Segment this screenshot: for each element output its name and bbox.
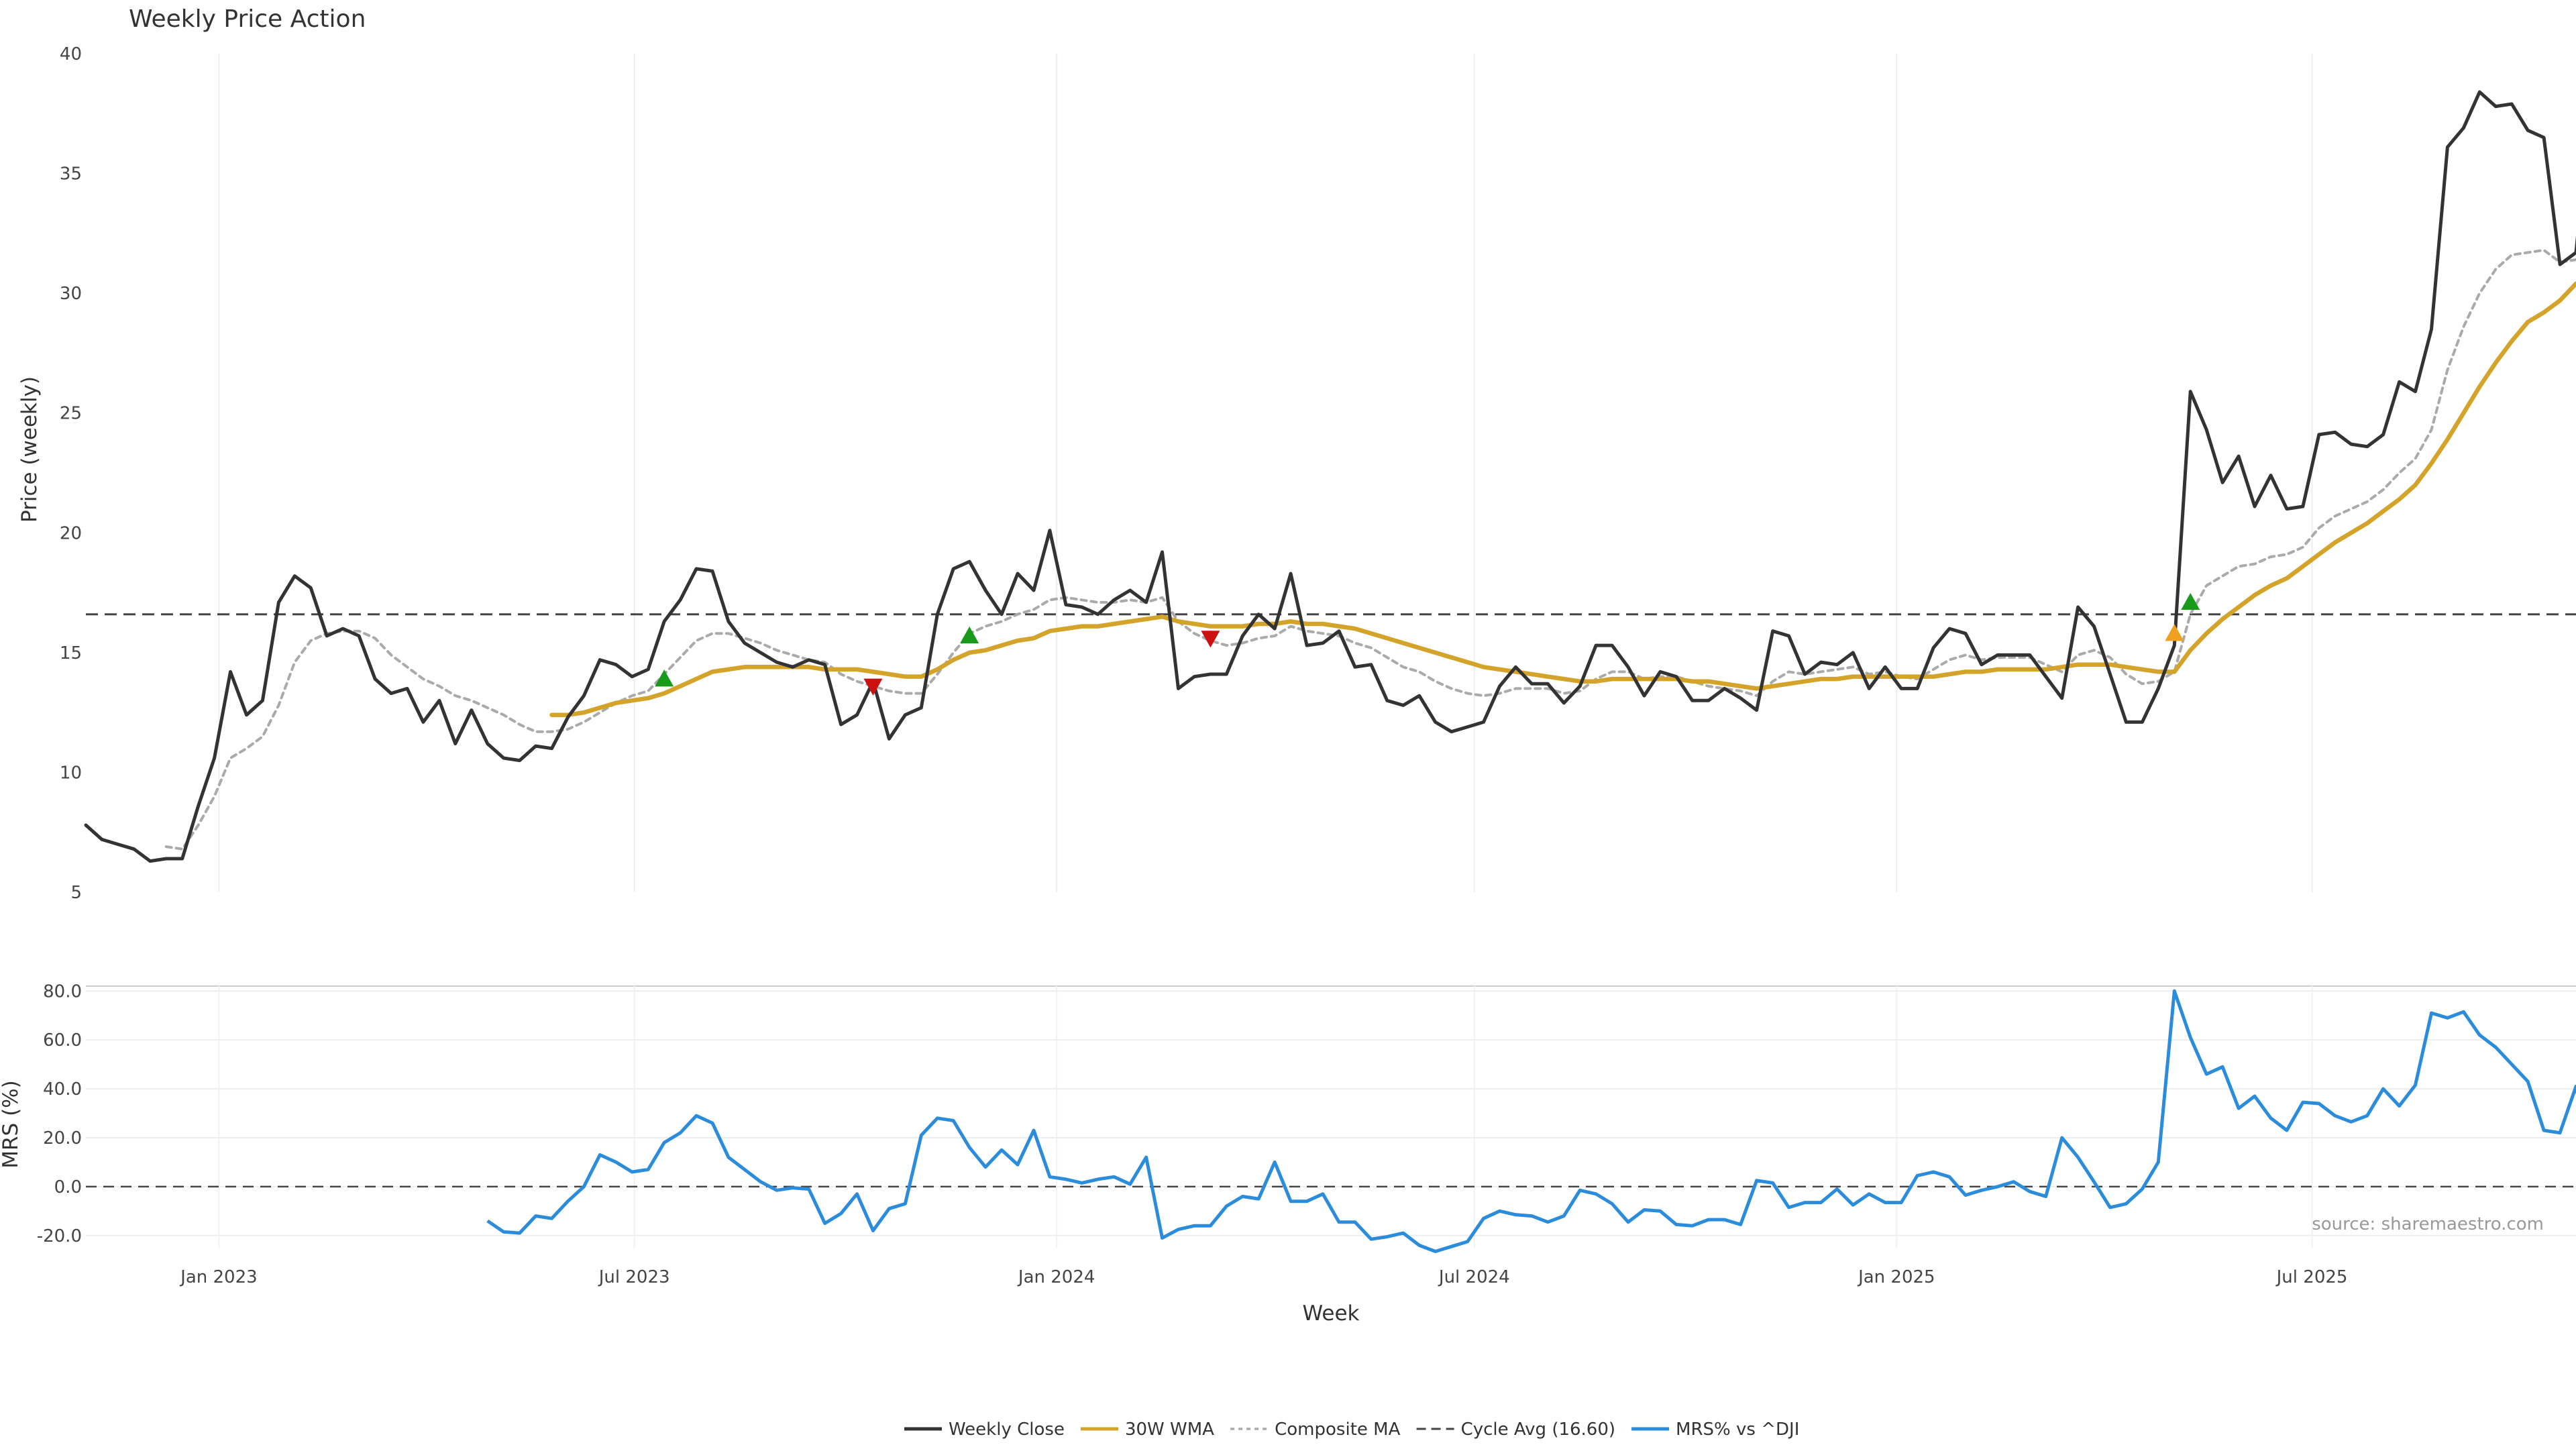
x-tick-label: Jul 2024 xyxy=(1438,1267,1510,1287)
legend-item-composite: Composite MA xyxy=(1230,1419,1401,1440)
legend-item-cycle: Cycle Avg (16.60) xyxy=(1416,1419,1615,1440)
price-y-tick-label: 10 xyxy=(60,763,82,783)
series-line-mrs xyxy=(486,989,2576,1253)
mrs-series xyxy=(486,989,2576,1253)
source-text: source: sharemaestro.com xyxy=(2312,1214,2544,1234)
price-y-tick-label: 15 xyxy=(60,643,82,663)
x-tick-label: Jan 2024 xyxy=(1017,1267,1095,1287)
mrs-y-axis-label: MRS (%) xyxy=(0,1080,23,1168)
mrs-y-ticks: -20.0 0.0 20.0 40.0 60.0 80.0 xyxy=(37,981,82,1246)
series-line-composite xyxy=(164,248,2576,851)
x-tick-label: Jul 2023 xyxy=(598,1267,670,1287)
mrs-y-tick-label: 20.0 xyxy=(43,1128,82,1148)
signal-markers xyxy=(655,592,2200,696)
x-tick-label: Jan 2023 xyxy=(179,1267,258,1287)
signal-marker-up xyxy=(2181,592,2200,610)
legend-label: Composite MA xyxy=(1275,1419,1400,1440)
signal-marker-orange xyxy=(2165,624,2184,641)
legend-item-wma: 30W WMA xyxy=(1080,1419,1214,1440)
series-line-close xyxy=(84,90,2576,863)
price-y-tick-label: 20 xyxy=(60,523,82,543)
signal-marker-up xyxy=(960,626,979,644)
price-y-tick-label: 40 xyxy=(60,44,82,64)
x-axis-label: Week xyxy=(1303,1301,1360,1326)
price-y-ticks: 5 10 15 20 25 30 35 40 xyxy=(60,44,82,903)
legend-label: Cycle Avg (16.60) xyxy=(1461,1419,1615,1440)
mrs-y-tick-label: 60.0 xyxy=(43,1030,82,1051)
chart-title: Weekly Price Action xyxy=(129,5,366,33)
legend-item-close: Weekly Close xyxy=(904,1419,1065,1440)
price-y-tick-label: 25 xyxy=(60,404,82,424)
mrs-y-tick-label: -20.0 xyxy=(37,1226,82,1246)
mrs-y-tick-label: 40.0 xyxy=(43,1079,82,1099)
series-line-wma xyxy=(549,281,2576,717)
mrs-y-tick-label: 80.0 xyxy=(43,981,82,1002)
x-tick-label: Jan 2025 xyxy=(1857,1267,1935,1287)
mrs-y-tick-label: 0.0 xyxy=(54,1177,82,1197)
price-y-axis-label: Price (weekly) xyxy=(17,376,42,523)
legend: Weekly Close 30W WMA Composite MA Cycle Avg… xyxy=(904,1419,1799,1440)
legend-label: Weekly Close xyxy=(949,1419,1065,1440)
price-y-tick-label: 5 xyxy=(70,883,82,903)
x-ticks: Jan 2023 Jul 2023 Jan 2024 Jul 2024 Jan 2025… xyxy=(179,1267,2347,1287)
signal-marker-down xyxy=(863,678,883,696)
legend-label: 30W WMA xyxy=(1125,1419,1214,1440)
price-y-tick-label: 35 xyxy=(60,164,82,184)
x-tick-label: Jul 2025 xyxy=(2275,1267,2348,1287)
legend-item-mrs: MRS% vs ^DJI xyxy=(1631,1419,1799,1440)
legend-label: MRS% vs ^DJI xyxy=(1676,1419,1799,1440)
price-series xyxy=(84,90,2576,863)
signal-marker-up xyxy=(655,669,674,687)
price-y-tick-label: 30 xyxy=(60,284,82,304)
price-grid xyxy=(218,54,2313,892)
signal-marker-down xyxy=(1201,631,1220,648)
